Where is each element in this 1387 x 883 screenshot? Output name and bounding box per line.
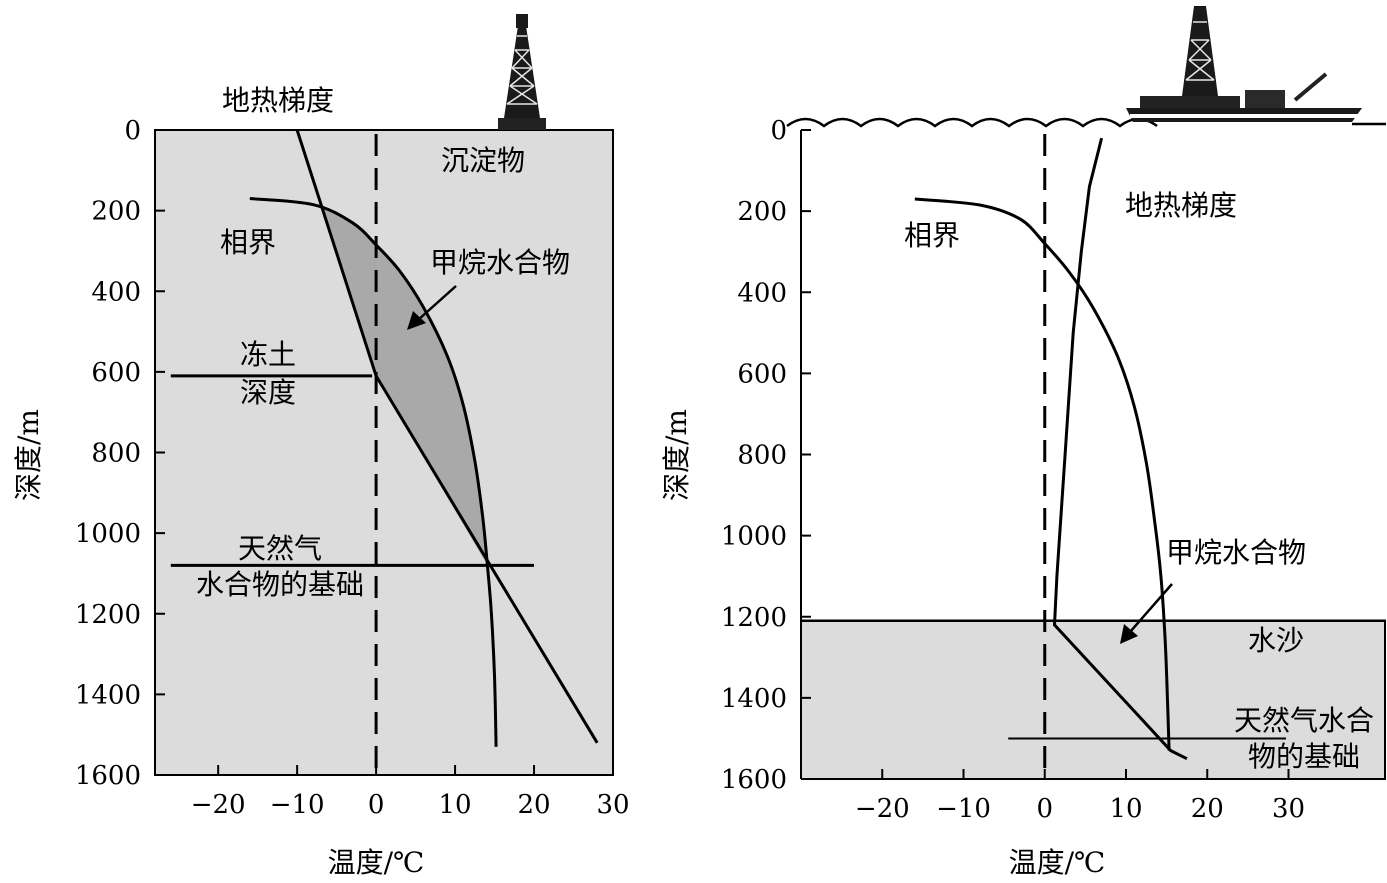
- hydrate-arrow-shaft: [1129, 583, 1173, 633]
- y-tick-label: 0: [770, 116, 787, 146]
- permafrost-depth-label-line2: 深度: [240, 376, 296, 409]
- x-tick-label: −20: [855, 794, 910, 824]
- y-tick-label: 1000: [75, 519, 141, 549]
- x-axis-ticks: −20 −10 0 10 20 30: [855, 769, 1305, 824]
- hydrate-base-label-line2: 物的基础: [1248, 740, 1360, 773]
- x-axis-ticks: −20 −10 0 10 20 30: [191, 765, 630, 820]
- x-axis-title: 温度/℃: [328, 846, 425, 878]
- sea-surface-wave: [786, 117, 1386, 128]
- y-tick-label: 1400: [75, 680, 141, 710]
- x-tick-label: 10: [439, 790, 472, 820]
- sediment-area: [801, 620, 1386, 779]
- y-tick-label: 1200: [721, 603, 787, 633]
- phase-boundary-line: [914, 197, 1171, 751]
- x-tick-label: −10: [270, 790, 325, 820]
- permafrost-depth-label-line1: 冻土: [240, 338, 296, 371]
- permafrost-plot-area: [154, 129, 614, 776]
- x-axis-title: 温度/℃: [1009, 846, 1106, 878]
- y-tick-label: 1000: [721, 522, 787, 552]
- x-tick-label: 10: [1109, 794, 1142, 824]
- x-tick-label: 20: [517, 790, 550, 820]
- x-tick-label: −10: [936, 794, 991, 824]
- hydrate-base-label-line1: 天然气水合: [1234, 704, 1374, 737]
- phase-boundary-label: 相界: [220, 226, 276, 259]
- y-tick-label: 1600: [75, 761, 141, 791]
- hydrate-base-label-line2: 水合物的基础: [196, 568, 364, 601]
- methane-hydrate-label: 甲烷水合物: [1166, 536, 1306, 569]
- y-axis-title: 深度/m: [660, 409, 693, 501]
- x-tick-label: 20: [1191, 794, 1224, 824]
- y-axis-ticks: 0 200 400 600 800 1000 1200 1400 1600: [75, 116, 165, 791]
- y-tick-label: 800: [91, 439, 141, 469]
- y-tick-label: 800: [737, 441, 787, 471]
- y-tick-label: 200: [737, 197, 787, 227]
- y-axis-title: 深度/m: [12, 409, 45, 501]
- x-tick-label: −20: [191, 790, 246, 820]
- geothermal-gradient-label: 地热梯度: [222, 84, 334, 117]
- y-tick-label: 200: [91, 197, 141, 227]
- geothermal-gradient-label: 地热梯度: [1125, 189, 1237, 222]
- x-tick-label: 30: [596, 790, 629, 820]
- y-tick-label: 600: [737, 359, 787, 389]
- phase-boundary-label: 相界: [904, 219, 960, 252]
- marine-chart: 0 200 400 600 800 1000 1200 1400 1600 −20 −10 0 10 2…: [660, 6, 1386, 879]
- sediment-label: 水沙: [1248, 624, 1304, 657]
- y-axis-ticks: 0 200 400 600 800 1000 1200 1400 1600: [721, 116, 811, 795]
- hydrate-stability-zone: [320, 205, 488, 566]
- hydrate-arrow-head: [407, 311, 426, 330]
- geothermal-gradient-line: [295, 129, 599, 744]
- y-tick-label: 400: [91, 277, 141, 307]
- y-tick-label: 1600: [721, 765, 787, 795]
- x-tick-label: 0: [368, 790, 385, 820]
- y-tick-label: 1400: [721, 684, 787, 714]
- drilling-ship-icon: [1126, 6, 1362, 122]
- x-tick-label: 30: [1272, 794, 1305, 824]
- geothermal-gradient-line: [1052, 137, 1188, 761]
- y-tick-label: 1200: [75, 600, 141, 630]
- methane-hydrate-label: 甲烷水合物: [430, 246, 570, 279]
- sediment-label: 沉淀物: [441, 144, 525, 177]
- hydrate-arrow-shaft: [417, 285, 457, 321]
- y-tick-label: 0: [124, 116, 141, 146]
- x-tick-label: 0: [1036, 794, 1053, 824]
- hydrate-base-label-line1: 天然气: [238, 532, 322, 565]
- hydrate-arrow-head: [1120, 624, 1138, 644]
- oil-derrick-icon: [498, 14, 546, 130]
- phase-boundary-line: [249, 197, 498, 747]
- y-tick-label: 400: [737, 278, 787, 308]
- permafrost-chart: 0 200 400 600 800 1000 1200 1400 1600 −20 −10 0 10 2…: [12, 14, 630, 879]
- y-tick-label: 600: [91, 358, 141, 388]
